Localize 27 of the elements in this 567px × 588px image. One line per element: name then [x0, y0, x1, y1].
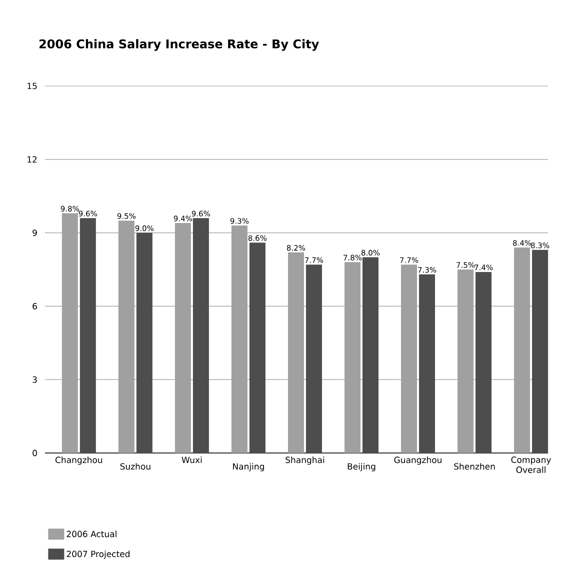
- legend-label: 2007 Projected: [66, 550, 130, 559]
- x-tick-label: Guangzhou: [394, 456, 442, 465]
- x-tick-label: Suzhou: [120, 463, 150, 470]
- bar: [419, 274, 436, 453]
- bar: [249, 242, 266, 453]
- x-tick-label: Shanghai: [286, 456, 324, 465]
- bar: [532, 250, 548, 453]
- x-tick-label: Beijing: [348, 463, 376, 472]
- x-tick-label: Company Overall: [511, 456, 552, 473]
- y-tick-label: 6: [32, 302, 37, 310]
- bar: [362, 257, 378, 453]
- bar: [80, 218, 96, 453]
- x-tick-label: Changzhou: [56, 456, 102, 465]
- y-tick-label: 0: [32, 450, 37, 456]
- legend-label: 2006 Actual: [66, 530, 116, 538]
- y-tick-label: 9: [32, 230, 37, 236]
- x-tick-label: Wuxi: [182, 456, 202, 464]
- x-tick-label: Shenzhen: [454, 463, 495, 470]
- x-tick-label: Nanjing: [233, 463, 264, 472]
- bar: [476, 272, 492, 453]
- bar: [192, 218, 209, 453]
- bar: [136, 232, 152, 453]
- y-tick-label: 3: [32, 376, 37, 383]
- bar: [306, 264, 322, 453]
- y-tick-label: 15: [28, 82, 37, 90]
- y-tick-label: 12: [28, 156, 37, 163]
- chart-title: 2006 China Salary Increase Rate - By City: [39, 39, 319, 51]
